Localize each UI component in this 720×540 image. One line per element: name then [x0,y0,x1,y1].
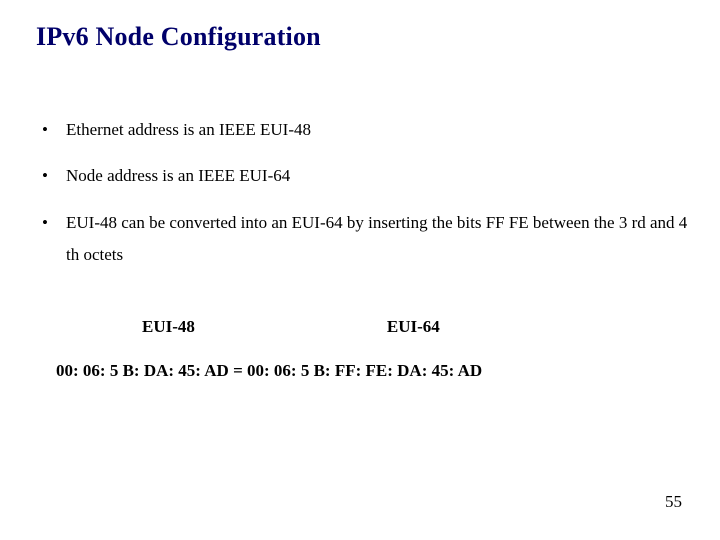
eui64-label: EUI-64 [387,317,440,337]
bullet-item: Node address is an IEEE EUI-64 [36,160,690,192]
bullet-item: Ethernet address is an IEEE EUI-48 [36,114,690,146]
page-number: 55 [665,492,682,512]
bullet-item: EUI-48 can be converted into an EUI-64 b… [36,207,690,272]
bullet-text: Ethernet address is an IEEE EUI-48 [66,120,311,139]
conversion-equation: 00: 06: 5 B: DA: 45: AD = 00: 06: 5 B: F… [56,361,690,381]
bullet-list: Ethernet address is an IEEE EUI-48 Node … [36,114,690,271]
eui48-label: EUI-48 [142,317,195,337]
slide: IPv6 Node Configuration Ethernet address… [0,0,720,540]
bullet-text: EUI-48 can be converted into an EUI-64 b… [66,213,687,264]
bullet-text: Node address is an IEEE EUI-64 [66,166,290,185]
column-labels-row: EUI-48 EUI-64 [36,317,690,337]
slide-title: IPv6 Node Configuration [36,22,690,52]
